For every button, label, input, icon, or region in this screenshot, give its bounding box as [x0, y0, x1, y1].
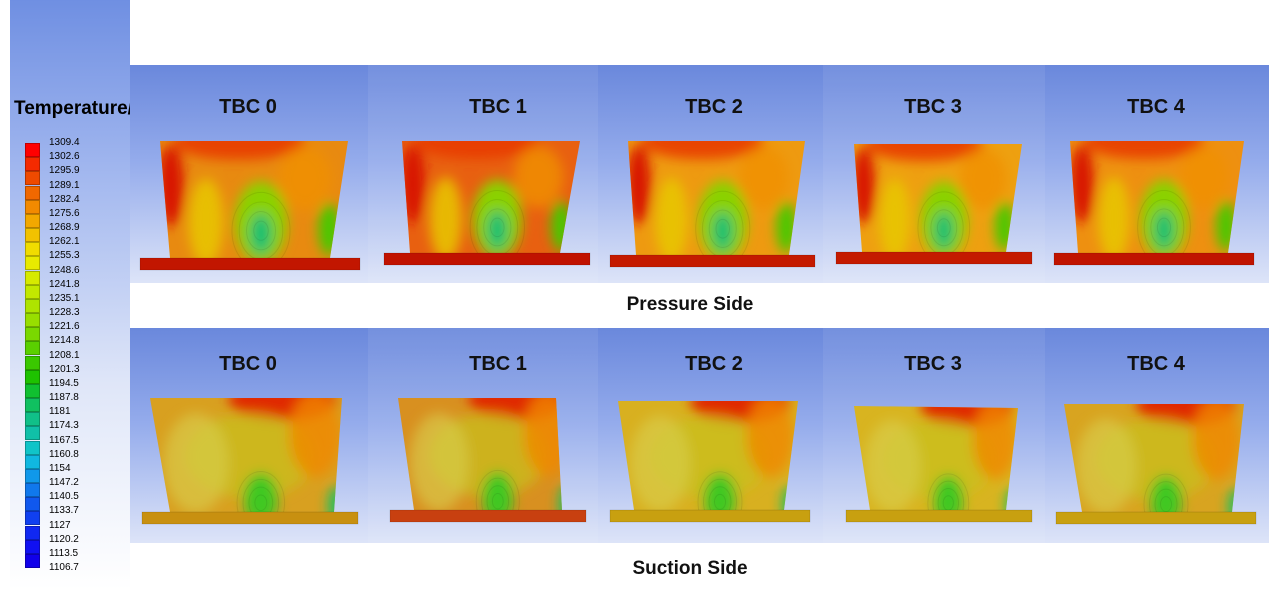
- color-bar-tick-label: 1140.5: [49, 491, 79, 503]
- color-bar-cell: [25, 313, 40, 328]
- suction-blade-tbc4: [1055, 404, 1257, 525]
- pressure-blade-tbc2: [609, 141, 816, 268]
- pressure-side-label: Pressure Side: [626, 294, 754, 315]
- color-bar-tick-label: 1208.1: [49, 349, 80, 361]
- color-bar-tick-label: 1133.7: [49, 505, 79, 517]
- pressure-panel-title-2: TBC 2: [685, 96, 743, 118]
- color-bar-tick-label: 1214.8: [49, 335, 80, 347]
- pressure-panel-title-1: TBC 1: [469, 96, 527, 118]
- pressure-blade-tbc4: [1053, 141, 1255, 266]
- color-bar-cell: [25, 171, 40, 186]
- color-bar-cell: [25, 412, 40, 427]
- suction-blade-tbc0: [141, 398, 359, 525]
- suction-panel-title-1: TBC 1: [469, 353, 527, 375]
- color-bar-cell: [25, 355, 40, 370]
- color-bar-cell: [25, 327, 40, 342]
- color-bar-cell: [25, 497, 40, 512]
- suction-blade-tbc2: [609, 401, 811, 523]
- color-bar-cell: [25, 143, 40, 158]
- suction-side-label: Suction Side: [632, 558, 748, 579]
- color-bar-tick-label: 1147.2: [49, 477, 79, 488]
- color-bar-cell: [25, 270, 40, 285]
- color-bar-cell: [25, 242, 40, 257]
- color-bar-tick-label: 1248.6: [49, 264, 80, 276]
- color-bar-tick-label: 1241.8: [49, 278, 80, 290]
- color-bar-tick-label: 1295.9: [49, 165, 80, 177]
- color-bar-cell: [25, 553, 40, 568]
- color-bar: [25, 143, 40, 568]
- legend-title: Temperature/°C: [14, 98, 155, 119]
- color-bar-cell: [25, 539, 40, 554]
- color-bar-cell: [25, 525, 40, 540]
- color-bar-cell: [25, 454, 40, 469]
- color-bar-cell: [25, 228, 40, 243]
- color-bar-tick-label: 1201.3: [49, 363, 80, 375]
- pressure-blade-tbc3: [835, 144, 1033, 265]
- color-bar-tick-label: 1167.5: [49, 434, 79, 446]
- color-bar-tick-label: 1228.3: [49, 307, 80, 318]
- color-bar-cell: [25, 256, 40, 271]
- color-bar-tick-label: 1289.1: [49, 179, 80, 191]
- color-bar-cell: [25, 199, 40, 214]
- suction-panel-title-2: TBC 2: [685, 353, 743, 375]
- pressure-panel-title-4: TBC 4: [1127, 96, 1185, 118]
- color-bar-tick-label: 1262.1: [49, 236, 80, 248]
- color-bar-cell: [25, 298, 40, 313]
- color-bar-tick-label: 1106.7: [49, 562, 79, 573]
- color-bar-cell: [25, 511, 40, 526]
- suction-blade-tbc3: [845, 406, 1033, 523]
- color-bar-cell: [25, 284, 40, 299]
- pressure-panel-title-0: TBC 0: [219, 96, 277, 118]
- color-bar-cell: [25, 468, 40, 483]
- color-bar-tick-label: 1255.3: [49, 250, 80, 262]
- color-bar-cell: [25, 426, 40, 441]
- color-bar-tick-label: 1282.4: [49, 193, 80, 205]
- color-bar-cell: [25, 185, 40, 200]
- suction-panel-title-3: TBC 3: [904, 353, 962, 375]
- color-bar-cell: [25, 341, 40, 356]
- color-bar-tick-label: 1275.6: [49, 207, 80, 219]
- color-bar-tick-label: 1174.3: [49, 420, 79, 432]
- color-bar-cell: [25, 440, 40, 455]
- pressure-panel-title-3: TBC 3: [904, 96, 962, 118]
- suction-blade-tbc1: [389, 398, 587, 523]
- color-bar-cell: [25, 369, 40, 384]
- pressure-blade-tbc1: [383, 141, 591, 266]
- suction-panel-title-4: TBC 4: [1127, 353, 1185, 375]
- pressure-blade-tbc0: [139, 141, 361, 271]
- color-bar-cell: [25, 213, 40, 228]
- color-bar-tick-label: 1302.6: [49, 151, 80, 163]
- color-bar-tick-label: 1127: [49, 519, 71, 531]
- color-bar-cell: [25, 383, 40, 398]
- color-bar-tick-label: 1154: [49, 462, 71, 474]
- color-bar-tick-label: 1187.8: [49, 392, 79, 403]
- color-bar-cell: [25, 398, 40, 413]
- color-bar-tick-label: 1194.5: [49, 377, 79, 389]
- color-bar-tick-label: 1160.8: [49, 448, 79, 460]
- color-bar-tick-label: 1120.2: [49, 533, 79, 545]
- color-bar-tick-label: 1268.9: [49, 222, 80, 233]
- color-bar-tick-label: 1221.6: [49, 321, 80, 333]
- color-bar-tick-label: 1113.5: [49, 547, 79, 559]
- color-bar-cell: [25, 157, 40, 172]
- color-bar-tick-label: 1309.4: [49, 137, 80, 148]
- suction-panel-title-0: TBC 0: [219, 353, 277, 375]
- color-bar-cell: [25, 483, 40, 498]
- color-bar-tick-label: 1181: [49, 406, 71, 418]
- color-bar-tick-label: 1235.1: [49, 292, 80, 304]
